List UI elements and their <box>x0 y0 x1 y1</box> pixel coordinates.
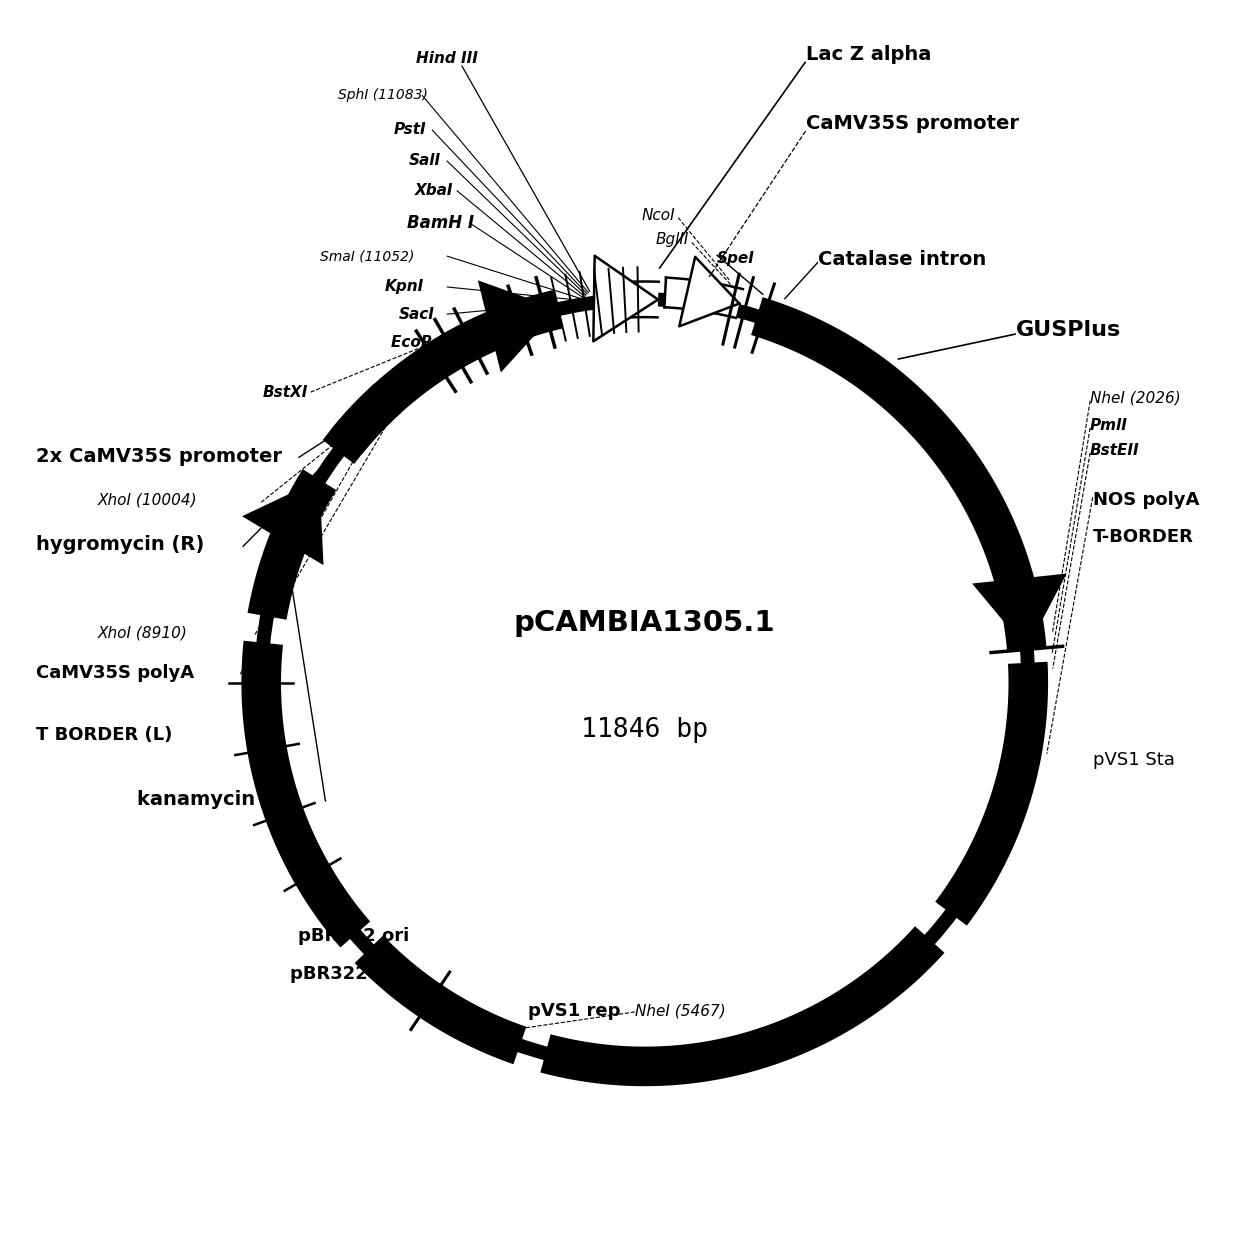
Text: XhoI (10004): XhoI (10004) <box>98 492 197 507</box>
Text: 2x CaMV35S promoter: 2x CaMV35S promoter <box>36 447 281 466</box>
Text: SalI: SalI <box>408 153 440 168</box>
Text: NheI (2026): NheI (2026) <box>1090 391 1180 406</box>
Text: pBR322 ori: pBR322 ori <box>299 928 409 945</box>
Text: pCAMBIA1305.1: pCAMBIA1305.1 <box>513 610 775 637</box>
Text: XhoI (8910): XhoI (8910) <box>98 626 187 641</box>
Polygon shape <box>665 278 743 318</box>
Text: NOS polyA: NOS polyA <box>1092 491 1199 509</box>
Polygon shape <box>331 289 563 453</box>
Polygon shape <box>248 469 336 620</box>
Polygon shape <box>242 641 371 948</box>
Text: BglII: BglII <box>656 232 689 247</box>
Text: SphI (11083): SphI (11083) <box>337 88 428 102</box>
Text: Catalase intron: Catalase intron <box>818 250 986 270</box>
Text: KpnI: KpnI <box>386 279 424 294</box>
Text: Lac Z alpha: Lac Z alpha <box>806 45 931 63</box>
Polygon shape <box>596 282 658 320</box>
Text: GUSPlus: GUSPlus <box>1016 320 1121 340</box>
Text: kanamycin (R): kanamycin (R) <box>138 790 295 809</box>
Polygon shape <box>477 281 558 373</box>
Polygon shape <box>541 927 945 1087</box>
Text: T-BORDER: T-BORDER <box>1092 528 1193 546</box>
Polygon shape <box>242 479 324 565</box>
Text: pVS1 rep: pVS1 rep <box>527 1002 620 1020</box>
Polygon shape <box>593 256 658 342</box>
Text: pBR322 bom: pBR322 bom <box>290 965 418 982</box>
Polygon shape <box>751 297 1047 651</box>
Text: CaMV35S polyA: CaMV35S polyA <box>36 664 195 682</box>
Text: 11846 bp: 11846 bp <box>582 717 708 743</box>
Text: T BORDER (L): T BORDER (L) <box>36 725 172 744</box>
Text: Hind III: Hind III <box>415 51 477 66</box>
Text: CaMV35S promoter: CaMV35S promoter <box>806 114 1018 133</box>
Polygon shape <box>322 383 402 465</box>
Text: pVS1 Sta: pVS1 Sta <box>1092 750 1174 769</box>
Text: NcoI: NcoI <box>642 207 676 222</box>
Text: SpeI: SpeI <box>717 251 754 266</box>
Text: BstXI: BstXI <box>263 385 309 400</box>
Polygon shape <box>972 574 1066 650</box>
Text: BstEII: BstEII <box>1090 442 1140 458</box>
Text: BamH I: BamH I <box>407 214 474 231</box>
Text: NheI (5467): NheI (5467) <box>635 1004 725 1018</box>
Text: hygromycin (R): hygromycin (R) <box>36 535 205 554</box>
Polygon shape <box>355 935 526 1064</box>
Text: SacI: SacI <box>399 307 435 322</box>
Text: SmaI (11052): SmaI (11052) <box>320 248 415 263</box>
Polygon shape <box>680 257 739 327</box>
Polygon shape <box>935 662 1048 925</box>
Text: PmlI: PmlI <box>1090 419 1128 433</box>
Text: EcoR I: EcoR I <box>391 335 444 350</box>
Text: XbaI: XbaI <box>415 183 454 197</box>
Text: PstI: PstI <box>393 122 427 138</box>
